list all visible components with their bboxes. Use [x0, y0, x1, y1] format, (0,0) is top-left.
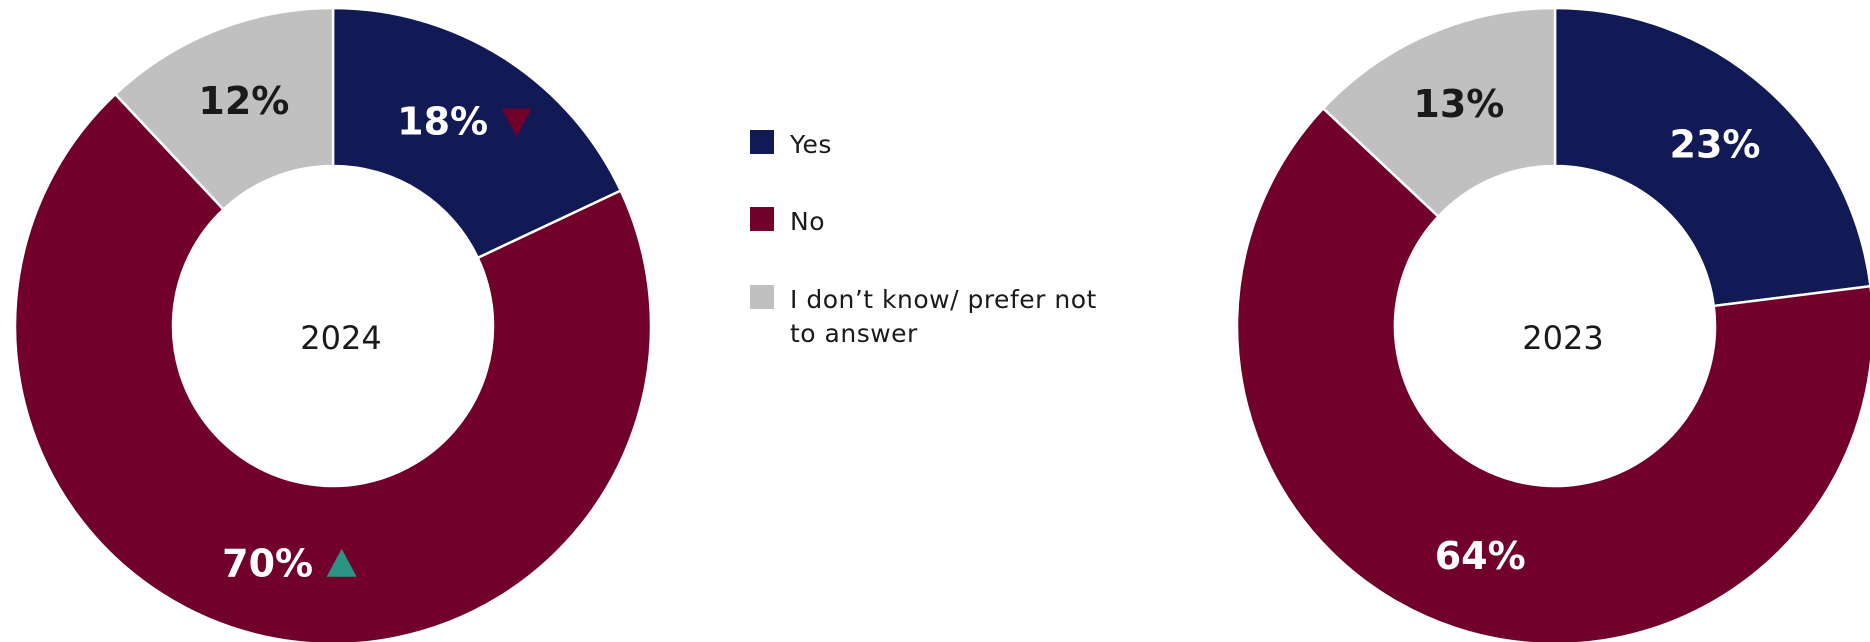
- slice-dont-know-2024: [113, 6, 335, 212]
- data-label-yes-2024: 18%: [397, 100, 488, 144]
- legend-item-no: No: [750, 205, 1110, 239]
- center-label-2023: 2023: [1522, 319, 1603, 357]
- legend-swatch-yes: [750, 130, 774, 154]
- donut-chart-2024: 18% 70% 12% 2024: [13, 6, 653, 642]
- legend-label-no: No: [790, 207, 825, 236]
- slice-yes-2024: [331, 6, 623, 260]
- legend-swatch-dont-know: [750, 285, 774, 309]
- legend-item-yes: Yes: [750, 128, 1110, 162]
- data-label-dont-know-2024: 12%: [198, 79, 289, 123]
- trend-up-icon: [326, 548, 357, 577]
- legend-label-yes: Yes: [790, 130, 832, 159]
- slice-yes-2023: [1553, 6, 1870, 308]
- legend-swatch-no: [750, 207, 774, 231]
- trend-down-icon: [501, 108, 532, 137]
- data-label-dont-know-2023: 13%: [1413, 82, 1504, 126]
- center-label-2024: 2024: [300, 319, 381, 357]
- slice-no-2024: [13, 92, 653, 642]
- legend-item-dont-know: I don’t know/ prefer not to answer: [750, 283, 1110, 351]
- data-label-no-2024: 70%: [222, 542, 313, 586]
- slice-no-2023: [1235, 106, 1870, 642]
- slice-dont-know-2023: [1321, 6, 1557, 219]
- donut-chart-2023: 23% 64% 13% 2023: [1235, 6, 1870, 642]
- data-label-yes-2023: 23%: [1670, 122, 1761, 166]
- data-label-no-2023: 64%: [1435, 534, 1526, 578]
- legend-label-dont-know: I don’t know/ prefer not to answer: [790, 285, 1097, 348]
